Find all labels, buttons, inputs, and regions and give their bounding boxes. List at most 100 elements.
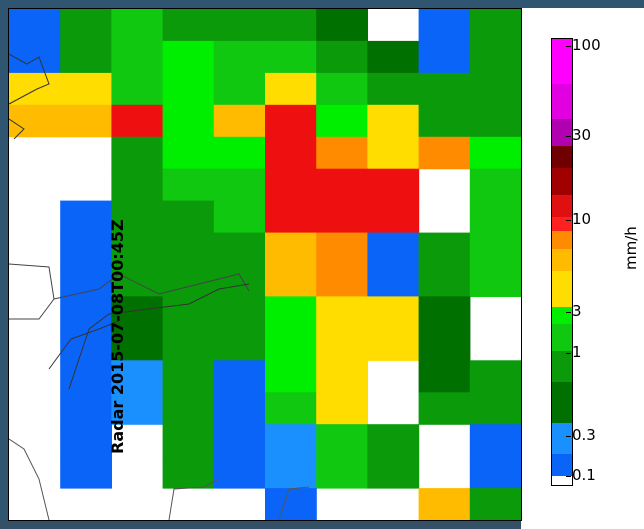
radar-cell (367, 136, 420, 170)
colorbar-segment (552, 195, 572, 218)
radar-cell (316, 456, 368, 489)
colorbar-segment (552, 119, 572, 147)
radar-cell (418, 40, 471, 74)
radar-cell (213, 72, 266, 106)
radar-cell (60, 360, 112, 393)
radar-cell (111, 232, 164, 266)
radar-cell (111, 136, 164, 170)
colorbar-segment (552, 382, 572, 423)
radar-cell (367, 104, 420, 138)
radar-cell (469, 72, 521, 106)
radar-cell (265, 392, 317, 425)
radar-cell (469, 40, 521, 74)
radar-cell (367, 296, 420, 329)
radar-cell (162, 328, 215, 361)
radar-cell (162, 200, 215, 234)
radar-cell (367, 456, 420, 489)
radar-cell (367, 168, 420, 202)
radar-cell (418, 296, 471, 329)
colorbar (551, 38, 573, 486)
radar-cell (469, 104, 521, 138)
radar-cell (162, 264, 215, 297)
radar-cell (316, 104, 368, 138)
radar-cell (265, 264, 317, 297)
radar-cell (469, 392, 521, 425)
radar-cell (469, 360, 521, 393)
radar-cell (162, 72, 215, 106)
radar-cell (418, 104, 471, 138)
radar-cell (316, 424, 368, 457)
radar-cell (162, 136, 215, 170)
colorbar-tick-0-1: 0.1 (566, 466, 596, 484)
radar-cell (469, 200, 521, 234)
radar-cell (213, 40, 266, 74)
radar-cell (316, 264, 368, 297)
radar-cell (213, 264, 266, 297)
radar-cell (9, 40, 61, 74)
radar-cell (418, 9, 471, 42)
radar-cell (111, 200, 164, 234)
radar-cell (367, 40, 420, 74)
radar-cell (60, 456, 112, 489)
radar-cell (111, 104, 164, 138)
radar-cell (213, 200, 266, 234)
radar-cell (265, 9, 317, 42)
radar-cell (213, 136, 266, 170)
radar-cell (265, 424, 317, 457)
radar-cell (60, 392, 112, 425)
radar-cell (60, 328, 112, 361)
radar-cell (418, 360, 471, 393)
radar-cell (265, 232, 317, 266)
radar-cell (162, 296, 215, 329)
radar-cell (111, 9, 164, 42)
radar-cell (418, 328, 471, 361)
radar-cell (367, 232, 420, 266)
radar-cell (316, 360, 368, 393)
colorbar-segment (552, 476, 572, 485)
colorbar-tick-1: 1 (566, 343, 582, 361)
radar-cell (213, 9, 266, 42)
radar-cell (469, 488, 521, 520)
radar-cell (162, 456, 215, 489)
radar-cell (316, 168, 368, 202)
radar-cell (111, 40, 164, 74)
radar-cell (469, 168, 521, 202)
radar-cell (60, 72, 112, 106)
radar-cell (162, 104, 215, 138)
radar-cell (469, 264, 521, 297)
radar-cell (60, 264, 112, 297)
radar-cell (469, 424, 521, 457)
radar-cell (316, 296, 368, 329)
radar-cell (265, 72, 317, 106)
radar-cell (265, 360, 317, 393)
radar-cell (469, 456, 521, 489)
colorbar-segment (552, 83, 572, 120)
radar-cell (418, 232, 471, 266)
colorbar-segment (552, 306, 572, 325)
colorbar-tick-3: 3 (566, 302, 582, 320)
radar-cell (162, 360, 215, 393)
radar-cell (316, 72, 368, 106)
radar-cell (213, 424, 266, 457)
colorbar-segment (552, 270, 572, 307)
colorbar-segment (552, 230, 572, 249)
radar-cell (316, 40, 368, 74)
radar-cell (265, 456, 317, 489)
unit-label: mm/h (622, 226, 640, 270)
radar-cell (316, 9, 368, 42)
radar-map (8, 8, 522, 521)
radar-cell (162, 424, 215, 457)
colorbar-tick-10: 10 (565, 210, 592, 228)
radar-cell (213, 296, 266, 329)
radar-cell (265, 296, 317, 329)
radar-cell (265, 200, 317, 234)
radar-cell (9, 72, 61, 106)
radar-cell (162, 168, 215, 202)
radar-cell (265, 136, 317, 170)
colorbar-segment (552, 39, 572, 84)
colorbar-segment (552, 248, 572, 271)
radar-cell (418, 264, 471, 297)
radar-grid (9, 9, 521, 520)
colorbar-segment (552, 351, 572, 383)
radar-cell (469, 136, 521, 170)
